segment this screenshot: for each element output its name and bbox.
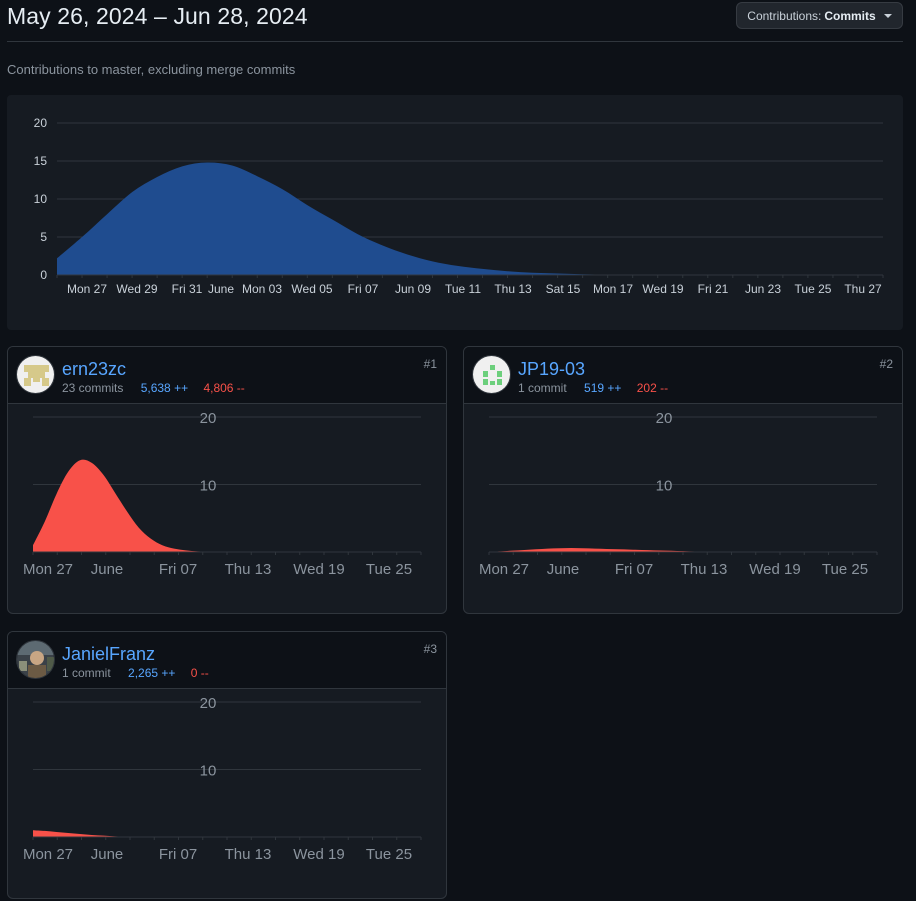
x-tick-label: Mon 27 xyxy=(479,561,529,578)
rank-badge: #1 xyxy=(423,357,437,371)
x-tick-label: June xyxy=(208,282,234,296)
identicon-icon xyxy=(473,356,510,393)
page-title: May 26, 2024 – Jun 28, 2024 xyxy=(7,3,308,29)
contributor-card: JanielFranz 1 commit 2,265 ++ 0 -- #3 10… xyxy=(7,631,447,899)
caret-down-icon xyxy=(883,13,892,18)
x-tick-label: Tue 25 xyxy=(366,561,412,578)
dropdown-prefix: Contributions: xyxy=(747,8,822,23)
additions-count: 519 ++ xyxy=(584,381,622,395)
x-tick-label: Tue 25 xyxy=(795,282,832,296)
x-tick-label: Sat 15 xyxy=(546,282,581,296)
x-tick-label: Thu 13 xyxy=(225,846,272,863)
deletions-count: 0 -- xyxy=(190,666,209,680)
rank-badge: #3 xyxy=(423,642,437,656)
x-tick-label: Fri 07 xyxy=(615,561,653,578)
user-photo-icon xyxy=(17,641,54,678)
x-tick-label: Wed 19 xyxy=(749,561,800,578)
x-tick-label: Mon 27 xyxy=(67,282,107,296)
x-tick-label: Mon 27 xyxy=(23,561,73,578)
avatar[interactable] xyxy=(16,640,55,679)
series-area xyxy=(489,547,877,553)
x-tick-label: Tue 25 xyxy=(822,561,868,578)
series-area xyxy=(33,830,421,838)
contributor-stats: 23 commits 5,638 ++ 4,806 -- xyxy=(62,381,245,395)
deletions-count: 4,806 -- xyxy=(203,381,245,395)
username-link[interactable]: ern23zc xyxy=(62,359,127,379)
y-tick-label: 10 xyxy=(656,478,673,495)
username-link[interactable]: JP19-03 xyxy=(518,359,586,379)
x-tick-label: Fri 07 xyxy=(159,561,197,578)
x-tick-label: Wed 05 xyxy=(291,282,332,296)
avatar[interactable] xyxy=(472,355,511,394)
x-tick-label: Fri 07 xyxy=(348,282,379,296)
avatar[interactable] xyxy=(16,355,55,394)
additions-count: 5,638 ++ xyxy=(140,381,189,395)
deletions-count: 202 -- xyxy=(636,381,669,395)
x-tick-label: Fri 07 xyxy=(159,846,197,863)
x-tick-label: Mon 27 xyxy=(23,846,73,863)
x-tick-label: June xyxy=(547,561,580,578)
main-contributions-chart[interactable]: 0 5 10 15 20 Mon 27 Wed 29 Fri 31 June Mon 03 Wed … xyxy=(7,95,903,330)
x-tick-label: Thu 13 xyxy=(681,561,728,578)
main-chart-container: 0 5 10 15 20 Mon 27 Wed 29 Fri 31 June Mon 03 Wed … xyxy=(7,95,903,330)
x-tick-label: June xyxy=(91,846,124,863)
x-tick-label: Wed 29 xyxy=(116,282,157,296)
contributions-dropdown[interactable]: Contributions: Commits xyxy=(736,2,903,29)
x-tick-label: Fri 31 xyxy=(172,282,203,296)
y-tick-label: 0 xyxy=(40,268,47,282)
x-tick-label: Fri 21 xyxy=(698,282,729,296)
username-link[interactable]: JanielFranz xyxy=(62,644,156,664)
commit-count[interactable]: 1 commit xyxy=(518,381,567,395)
commit-count[interactable]: 23 commits xyxy=(62,381,124,395)
x-tick-label: Jun 09 xyxy=(395,282,431,296)
dropdown-value: Commits xyxy=(824,8,876,23)
x-tick-label: Jun 23 xyxy=(745,282,781,296)
y-tick-label: 20 xyxy=(656,410,673,427)
x-tick-label: Mon 17 xyxy=(593,282,633,296)
rank-badge: #2 xyxy=(879,357,893,371)
card-header: ern23zc 23 commits 5,638 ++ 4,806 -- #1 xyxy=(8,347,446,404)
card-header: JP19-03 1 commit 519 ++ 202 -- #2 xyxy=(464,347,902,404)
contributor-stats: 1 commit 519 ++ 202 -- xyxy=(518,381,668,395)
contributor-card: ern23zc 23 commits 5,638 ++ 4,806 -- #1 … xyxy=(7,346,447,614)
y-tick-label: 20 xyxy=(200,695,217,712)
card-header: JanielFranz 1 commit 2,265 ++ 0 -- #3 xyxy=(8,632,446,689)
page-subtitle: Contributions to master, excluding merge… xyxy=(7,62,296,77)
series-area xyxy=(57,162,883,276)
x-tick-label: Thu 27 xyxy=(844,282,882,296)
x-tick-label: June xyxy=(91,561,124,578)
x-tick-label: Tue 25 xyxy=(366,846,412,863)
x-tick-label: Thu 13 xyxy=(225,561,272,578)
x-tick-label: Wed 19 xyxy=(293,561,344,578)
x-tick-label: Mon 03 xyxy=(242,282,282,296)
y-tick-label: 20 xyxy=(34,116,48,130)
contributor-card: JP19-03 1 commit 519 ++ 202 -- #2 10 20 Mo… xyxy=(463,346,903,614)
y-tick-label: 15 xyxy=(34,154,48,168)
x-tick-label: Wed 19 xyxy=(642,282,683,296)
x-tick-label: Wed 19 xyxy=(293,846,344,863)
contributor-chart[interactable]: 10 20 Mon 27 June Fri 07 Thu 13 Wed 19 Tue 25 xyxy=(8,689,447,899)
x-tick-label: Tue 11 xyxy=(445,282,481,296)
x-tick-label: Thu 13 xyxy=(494,282,532,296)
contributor-chart[interactable]: 10 20 Mon 27 June Fri 07 Thu 13 Wed 19 Tue 25 xyxy=(464,404,903,614)
series-area xyxy=(33,459,421,553)
y-tick-label: 10 xyxy=(200,478,217,495)
y-tick-label: 10 xyxy=(34,192,48,206)
contributor-stats: 1 commit 2,265 ++ 0 -- xyxy=(62,666,209,680)
y-tick-label: 20 xyxy=(200,410,217,427)
y-tick-label: 5 xyxy=(40,230,47,244)
additions-count: 2,265 ++ xyxy=(128,666,176,680)
y-tick-label: 10 xyxy=(200,763,217,780)
contributor-chart[interactable]: 10 20 Mon 27 June Fri 07 Thu 13 Wed 19 Tue 25 xyxy=(8,404,447,614)
identicon-icon xyxy=(17,356,54,393)
commit-count[interactable]: 1 commit xyxy=(62,666,111,680)
header-divider xyxy=(7,41,903,42)
